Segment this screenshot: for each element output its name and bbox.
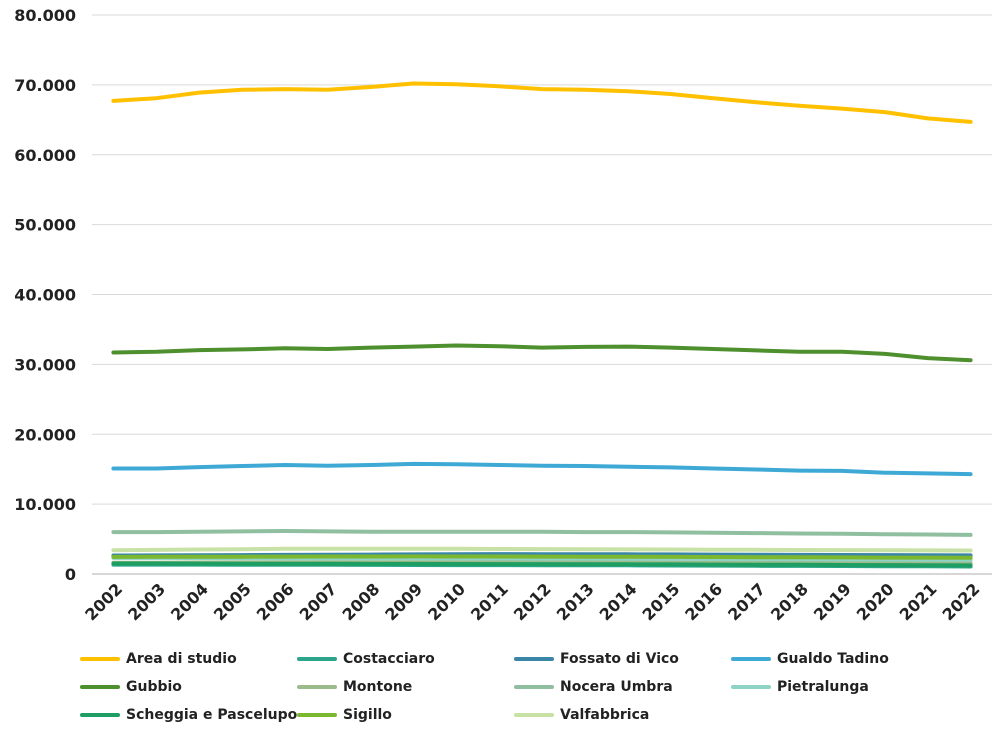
x-tick-label: 2015 bbox=[638, 579, 683, 624]
series-line-valfabbrica bbox=[111, 546, 973, 553]
legend-label: Valfabbrica bbox=[560, 707, 650, 723]
legend-item: Valfabbrica bbox=[514, 704, 649, 726]
x-tick-label: 2003 bbox=[124, 579, 169, 624]
legend-swatch bbox=[297, 657, 337, 661]
x-tick-label: 2010 bbox=[424, 579, 469, 624]
y-tick-label: 80.000 bbox=[14, 6, 76, 25]
legend-label: Costacciaro bbox=[343, 651, 435, 667]
y-tick-label: 10.000 bbox=[14, 495, 76, 514]
legend-item: Fossato di Vico bbox=[514, 648, 679, 670]
legend-label: Fossato di Vico bbox=[560, 651, 679, 667]
legend-swatch bbox=[80, 685, 120, 689]
legend-item: Area di studio bbox=[80, 648, 237, 670]
y-tick-label: 0 bbox=[65, 565, 76, 584]
series-lines bbox=[111, 81, 973, 569]
legend-label: Area di studio bbox=[126, 651, 237, 667]
y-tick-label: 30.000 bbox=[14, 355, 76, 374]
legend-swatch bbox=[80, 657, 120, 661]
y-tick-label: 70.000 bbox=[14, 76, 76, 95]
legend-item: Sigillo bbox=[297, 704, 392, 726]
y-axis: 0 10.000 20.000 30.000 40.000 50.000 60.000 70.… bbox=[14, 6, 76, 584]
legend-label: Gubbio bbox=[126, 679, 182, 695]
y-tick-label: 50.000 bbox=[14, 216, 76, 235]
legend-item: Costacciaro bbox=[297, 648, 435, 670]
y-tick-label: 60.000 bbox=[14, 146, 76, 165]
legend-item: Gualdo Tadino bbox=[731, 648, 889, 670]
legend-swatch bbox=[514, 657, 554, 661]
legend-swatch bbox=[297, 713, 337, 717]
x-tick-label: 2013 bbox=[553, 579, 598, 624]
legend-swatch bbox=[731, 685, 771, 689]
legend-swatch bbox=[514, 713, 554, 717]
x-tick-label: 2016 bbox=[681, 579, 726, 624]
series-line-scheggia-e-pascelupo bbox=[111, 561, 973, 568]
series-line-nocera-umbra bbox=[111, 529, 973, 537]
x-tick-label: 2017 bbox=[724, 579, 769, 624]
x-tick-label: 2007 bbox=[296, 579, 341, 624]
series-line-sigillo bbox=[111, 554, 973, 560]
legend-item: Montone bbox=[297, 676, 412, 698]
series-line-gualdo-tadino bbox=[111, 461, 973, 477]
legend-label: Gualdo Tadino bbox=[777, 651, 889, 667]
x-tick-label: 2012 bbox=[510, 579, 555, 624]
x-tick-label: 2006 bbox=[253, 579, 298, 624]
y-tick-label: 20.000 bbox=[14, 425, 76, 444]
legend-item: Scheggia e Pascelupo bbox=[80, 704, 297, 726]
legend-label: Nocera Umbra bbox=[560, 679, 673, 695]
x-tick-label: 2011 bbox=[467, 579, 512, 624]
x-tick-label: 2018 bbox=[767, 579, 812, 624]
x-axis: 2002200320042005200620072008200920102011… bbox=[81, 579, 983, 624]
x-tick-label: 2009 bbox=[381, 579, 426, 624]
line-chart: 0 10.000 20.000 30.000 40.000 50.000 60.000 70.… bbox=[14, 6, 992, 624]
x-tick-label: 2021 bbox=[896, 579, 941, 624]
legend-label: Scheggia e Pascelupo bbox=[126, 707, 298, 723]
legend-swatch bbox=[297, 685, 337, 689]
legend-swatch bbox=[80, 713, 120, 717]
x-tick-label: 2005 bbox=[210, 579, 255, 624]
legend-label: Sigillo bbox=[343, 707, 392, 723]
legend-label: Pietralunga bbox=[777, 679, 869, 695]
gridlines bbox=[92, 14, 992, 575]
legend-swatch bbox=[731, 657, 771, 661]
legend-swatch bbox=[514, 685, 554, 689]
x-tick-label: 2004 bbox=[167, 579, 212, 624]
x-tick-label: 2020 bbox=[853, 579, 898, 624]
series-line-gubbio bbox=[111, 343, 973, 363]
legend-item: Pietralunga bbox=[731, 676, 869, 698]
series-line-area-di-studio bbox=[111, 81, 973, 124]
legend-item: Gubbio bbox=[80, 676, 182, 698]
legend-item: Nocera Umbra bbox=[514, 676, 673, 698]
x-tick-label: 2022 bbox=[938, 579, 983, 624]
legend-label: Montone bbox=[343, 679, 413, 695]
x-tick-label: 2002 bbox=[81, 579, 126, 624]
y-tick-label: 40.000 bbox=[14, 286, 76, 305]
x-tick-label: 2019 bbox=[810, 579, 855, 624]
x-tick-label: 2014 bbox=[596, 579, 641, 624]
x-tick-label: 2008 bbox=[338, 579, 383, 624]
